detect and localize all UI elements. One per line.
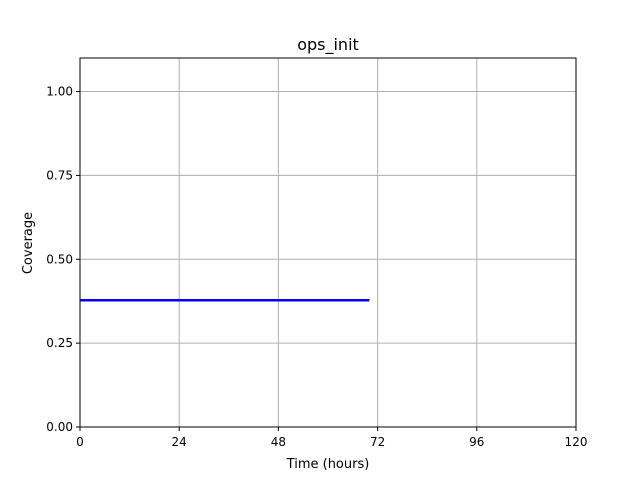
x-tick-label: 96 [469, 435, 484, 449]
y-axis-label: Coverage [21, 212, 36, 274]
ticks-layer: 0 24 48 72 96 120 0.00 0.25 0.50 0.75 1.00 [46, 85, 587, 449]
x-tick-label: 48 [271, 435, 286, 449]
y-tick-label: 0.75 [46, 168, 73, 182]
y-tick-label: 1.00 [46, 85, 73, 99]
y-tick-label: 0.25 [46, 336, 73, 350]
chart-title: ops_init [297, 35, 359, 55]
plot-frame [79, 57, 577, 428]
grid-layer [79, 58, 577, 428]
x-tick-label: 120 [565, 435, 588, 449]
y-tick-label: 0.50 [46, 252, 73, 266]
y-tick-label: 0.00 [46, 420, 73, 434]
x-tick-label: 0 [76, 435, 84, 449]
x-tick-label: 72 [370, 435, 385, 449]
x-axis-label: Time (hours) [286, 457, 370, 472]
x-tick-label: 24 [172, 435, 187, 449]
